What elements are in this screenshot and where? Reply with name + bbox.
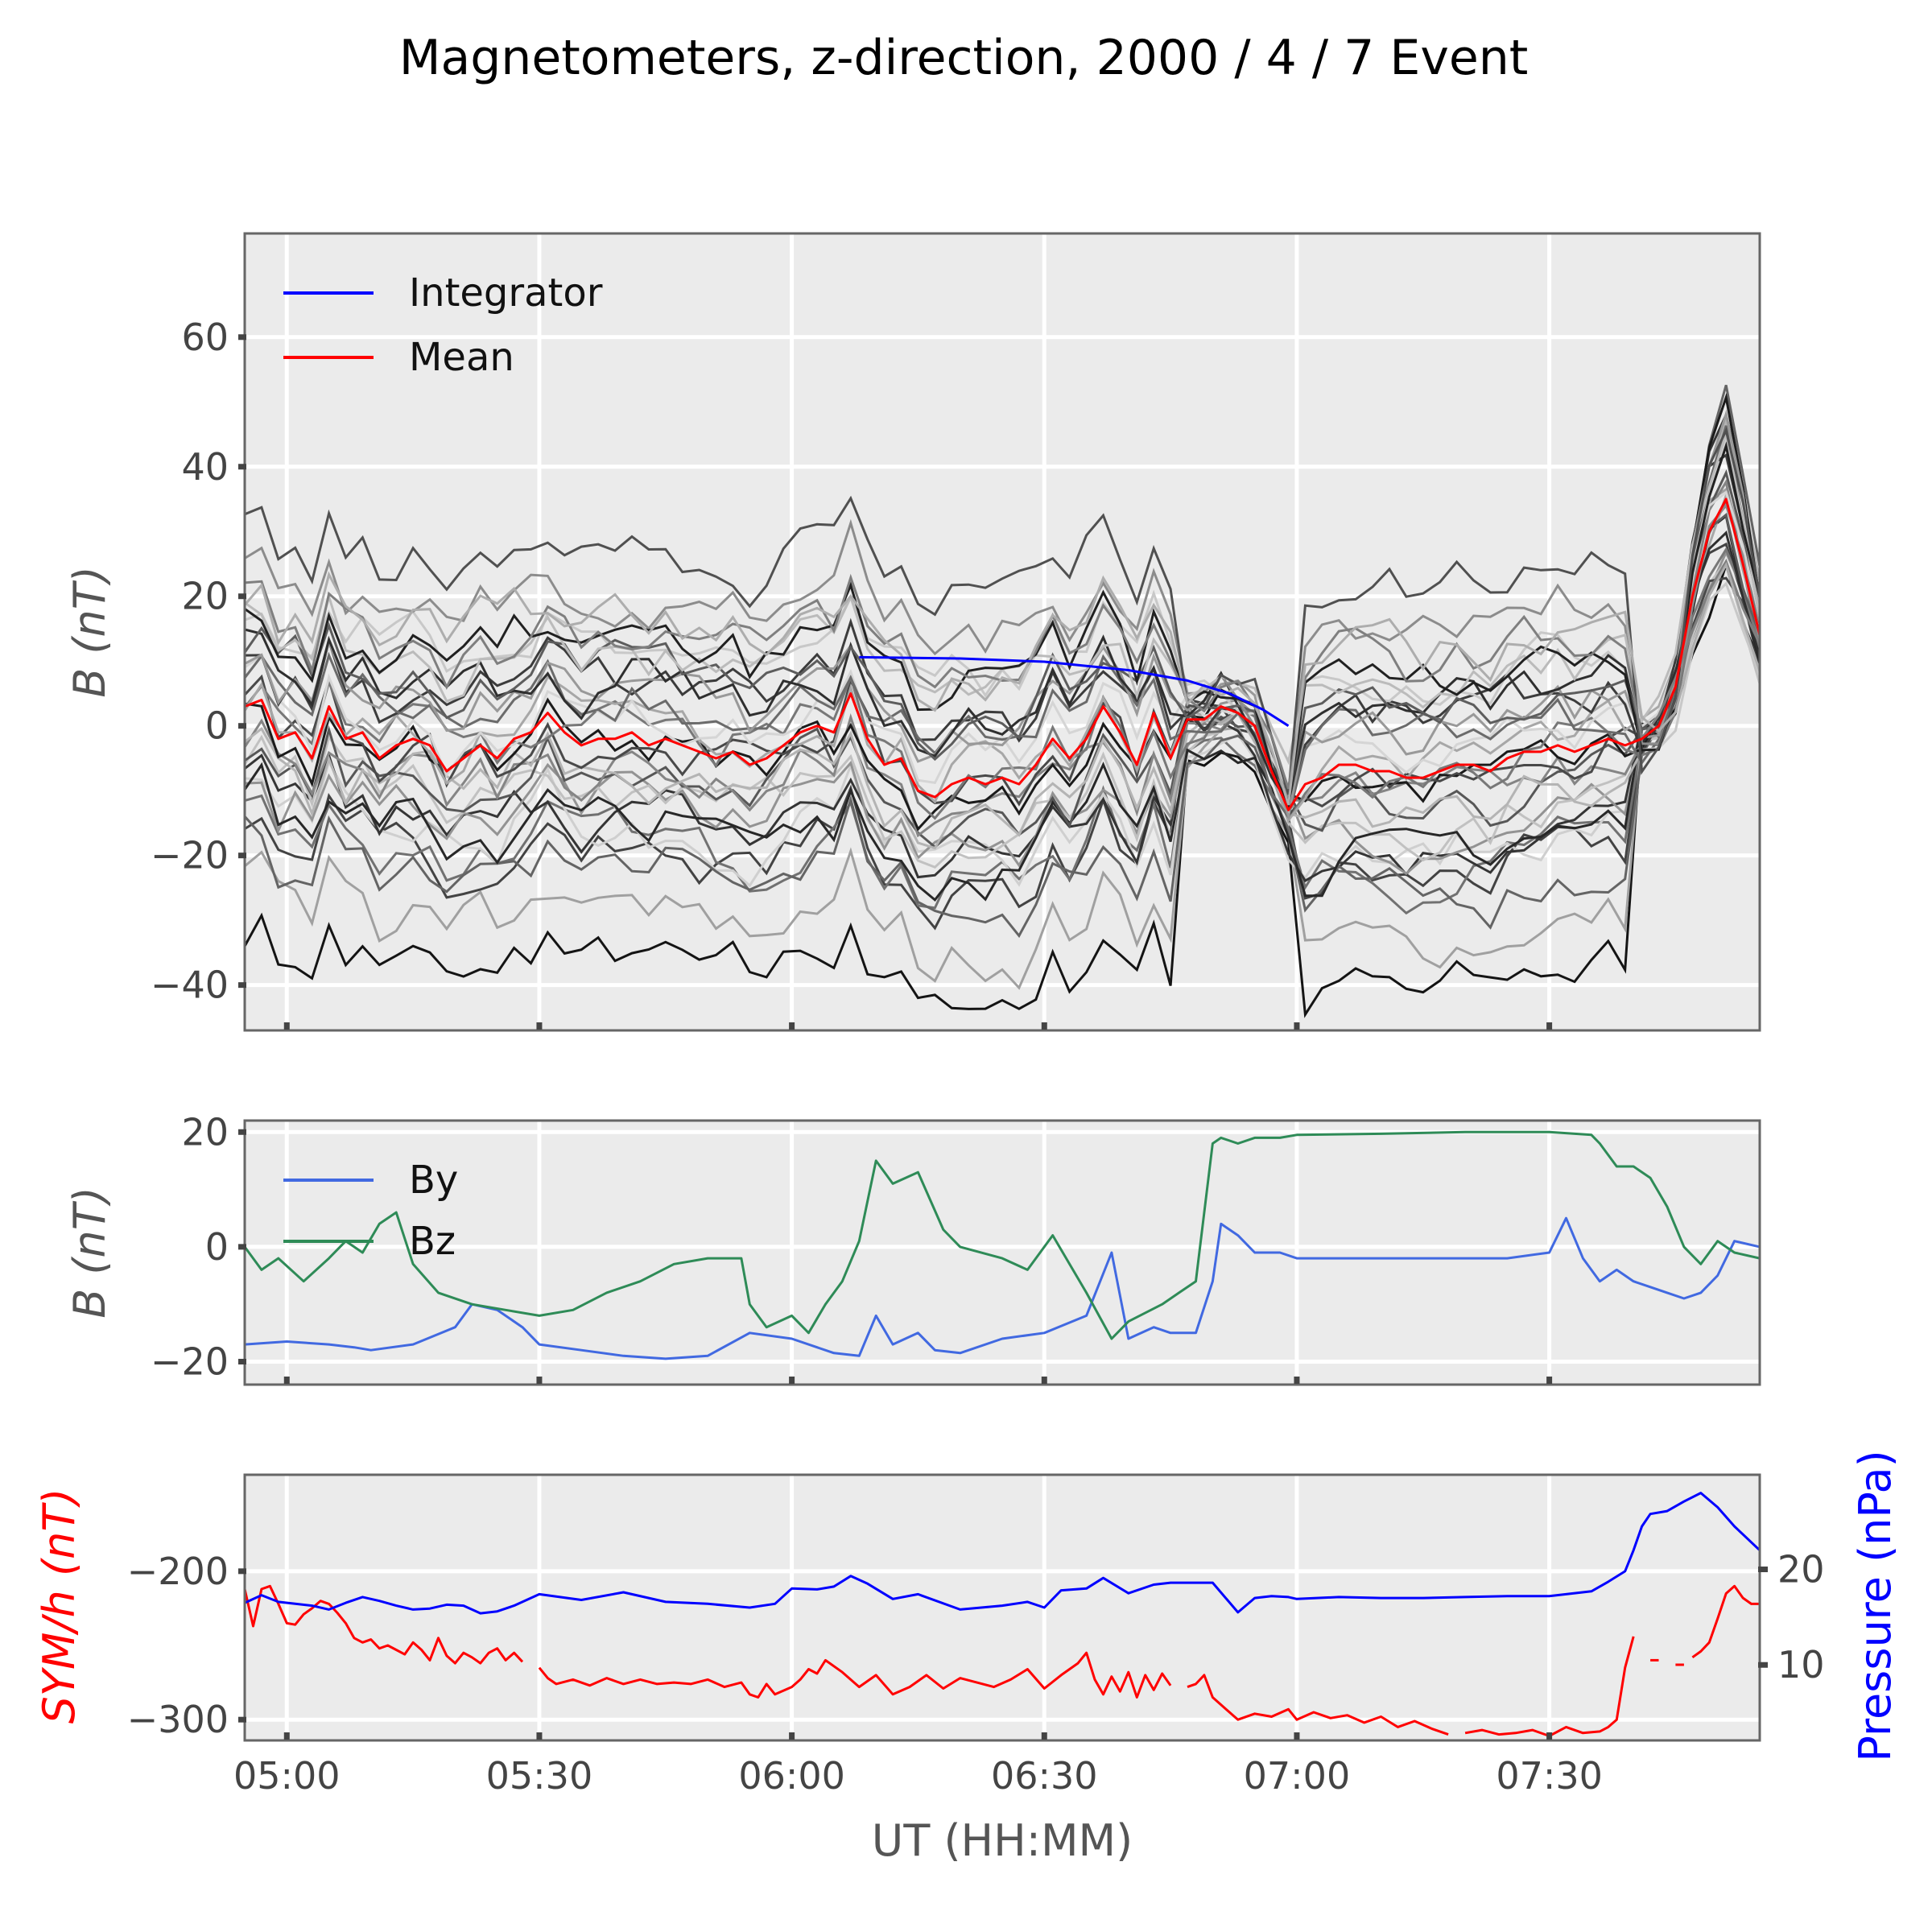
pressure-ylabel: Pressure (nPa): [1850, 1450, 1901, 1761]
station-trace: [243, 490, 1761, 824]
station-trace: [244, 558, 1761, 790]
station-trace: [244, 441, 1761, 811]
symh-segment: [243, 1584, 524, 1665]
station-trace: [243, 514, 1761, 902]
x-axis-label: UT (HH:MM): [872, 1815, 1133, 1866]
y2-tick-label: 20: [1777, 1548, 1825, 1591]
magnetometer-plot-area: [243, 232, 1761, 1032]
symh-segment: [1464, 1636, 1635, 1737]
station-trace: [243, 425, 1761, 820]
legend-label-mean: Mean: [409, 335, 514, 380]
station-trace: [243, 560, 1761, 1018]
legend-label-integrator: Integrator: [409, 270, 603, 316]
imf-legend: By Bz: [283, 1158, 458, 1264]
y-tick-label: −20: [151, 1340, 229, 1383]
station-trace: [244, 392, 1761, 832]
x-tick-label: 05:00: [233, 1754, 341, 1798]
bz-line: [243, 1130, 1761, 1340]
station-trace: [243, 512, 1761, 806]
magnetometer-panel: 60 40 20 0 −20 −40 B (nT) Integrator Mean: [64, 232, 1761, 1032]
y-tick-label: −20: [151, 834, 229, 877]
symh-segment: [538, 1651, 1172, 1699]
imf-ylabel: B (nT): [64, 1187, 115, 1319]
station-trace: [243, 561, 1761, 806]
station-trace: [244, 427, 1761, 795]
station-traces: [243, 384, 1761, 1018]
x-tick-label: 07:30: [1496, 1754, 1603, 1798]
figure-title: Magnetometers, z-direction, 2000 / 4 / 7…: [399, 30, 1529, 86]
station-trace: [244, 549, 1761, 876]
y-tick-label: 20: [181, 1110, 229, 1154]
station-trace: [244, 487, 1761, 990]
y-tick-label: −300: [127, 1698, 229, 1741]
y-tick-label: 60: [181, 316, 229, 359]
symh-ylabel: SYM/h (nT): [34, 1488, 85, 1724]
mean-line: [244, 497, 1761, 811]
integrator-line: [859, 655, 1290, 727]
station-trace: [244, 542, 1761, 931]
symh-segment: [1691, 1584, 1760, 1659]
station-trace: [243, 478, 1761, 838]
y-tick-label: −40: [151, 964, 229, 1007]
magnetometer-legend: Integrator Mean: [283, 270, 603, 380]
y-tick-label: 0: [205, 704, 229, 748]
station-trace: [244, 417, 1761, 850]
x-tick-label: 07:00: [1244, 1754, 1351, 1798]
y-tick-label: 0: [205, 1225, 229, 1269]
y-tick-label: −200: [127, 1550, 229, 1593]
magnetometer-ylabel: B (nT): [64, 566, 115, 698]
y2-tick-label: 10: [1777, 1643, 1825, 1686]
imf-panel: 20 0 −20 B (nT) By Bz: [64, 1110, 1761, 1386]
imf-plot-area: [243, 1119, 1761, 1386]
station-trace: [244, 502, 1761, 798]
x-tick-label: 06:00: [738, 1754, 845, 1798]
y-tick-label: 20: [181, 575, 229, 618]
station-trace: [243, 547, 1761, 824]
by-line: [244, 1216, 1761, 1360]
symh-segment: [1187, 1674, 1449, 1736]
x-tick-label: 05:30: [486, 1754, 593, 1798]
station-trace: [244, 530, 1761, 807]
x-tick-label: 06:30: [991, 1754, 1098, 1798]
y-tick-label: 40: [181, 445, 229, 489]
station-trace: [244, 409, 1761, 821]
legend-label-bz: Bz: [409, 1219, 456, 1264]
pressure-line: [244, 1492, 1761, 1615]
legend-label-by: By: [409, 1158, 458, 1203]
station-trace: [244, 411, 1761, 883]
indices-plot-area: [243, 1473, 1761, 1742]
